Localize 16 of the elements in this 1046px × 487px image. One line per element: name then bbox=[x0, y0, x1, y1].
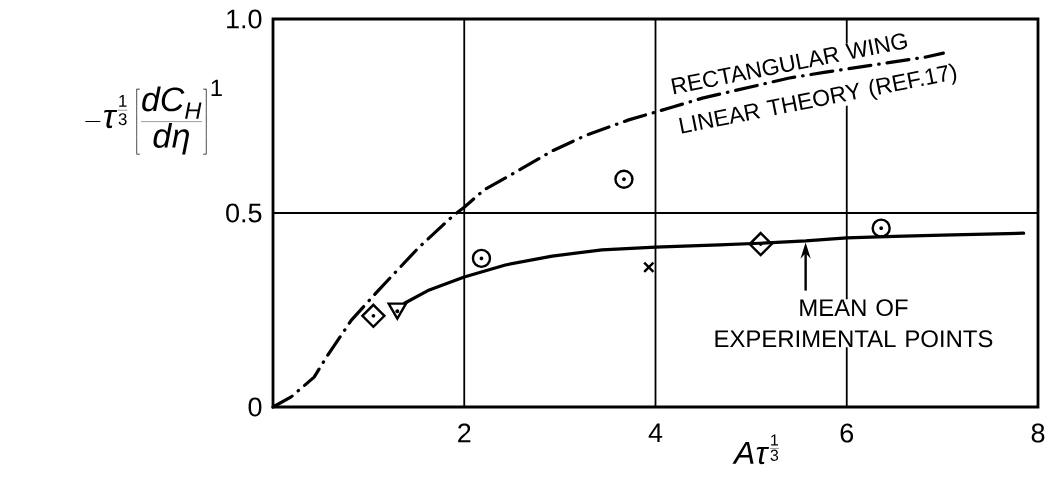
point bbox=[614, 169, 634, 189]
y-tick-label: 0.5 bbox=[226, 203, 262, 223]
y-tick-label: 1.0 bbox=[227, 9, 262, 29]
point bbox=[643, 261, 655, 274]
y-tick-label: 0 bbox=[248, 397, 262, 417]
point bbox=[387, 302, 408, 320]
x-tick-label: 6 bbox=[840, 423, 854, 443]
legend-label: MEAN OF EXPERIMENTAL POINTS bbox=[715, 299, 993, 348]
point bbox=[471, 248, 492, 269]
point bbox=[871, 218, 891, 238]
x-axis-title: $A\tau^{\frac{1}{3}}$ bbox=[732, 434, 779, 465]
x-tick-label: 4 bbox=[648, 423, 663, 443]
point bbox=[748, 231, 773, 257]
x-tick-label: 8 bbox=[1031, 423, 1045, 443]
x-tick-label: 2 bbox=[458, 423, 471, 443]
y-axis-title: $-\tau^{\frac{1}{3}}\left[\frac{dC_{H}}{d\eta}\right]^{1}$ bbox=[85, 79, 222, 155]
